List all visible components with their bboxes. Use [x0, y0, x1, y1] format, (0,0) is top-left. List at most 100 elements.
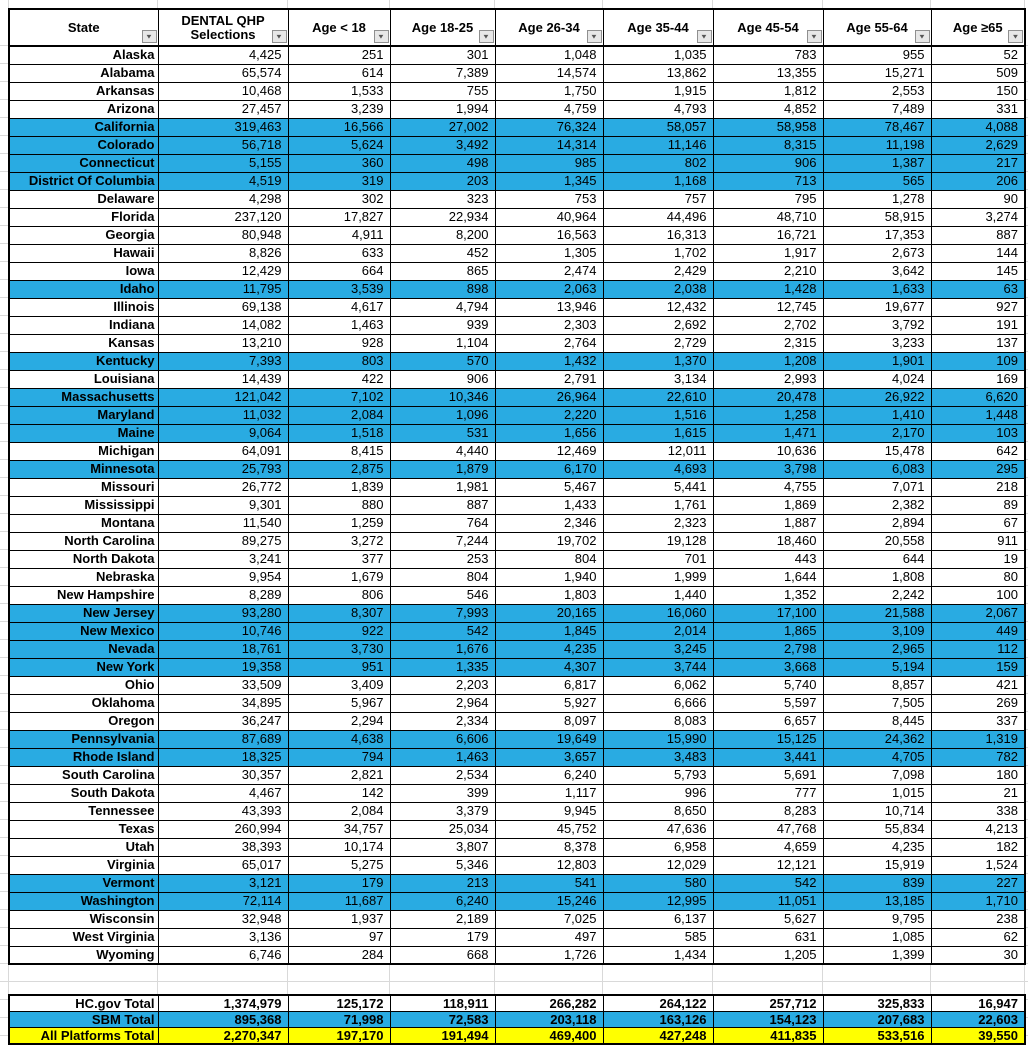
value-cell[interactable]: 1,208: [712, 351, 824, 371]
value-cell[interactable]: 2,821: [287, 765, 391, 785]
value-cell[interactable]: 13,862: [602, 63, 714, 83]
value-cell[interactable]: 880: [287, 495, 391, 515]
value-cell[interactable]: 7,244: [389, 531, 496, 551]
value-cell[interactable]: 1,999: [602, 567, 714, 587]
value-cell[interactable]: 16,313: [602, 225, 714, 245]
value-cell[interactable]: 251: [287, 45, 391, 65]
value-cell[interactable]: 1,533: [287, 81, 391, 101]
value-cell[interactable]: 19,677: [822, 297, 932, 317]
value-cell[interactable]: 9,945: [494, 801, 604, 821]
total-value-cell[interactable]: 22,603: [930, 1011, 1026, 1028]
value-cell[interactable]: 19,702: [494, 531, 604, 551]
value-cell[interactable]: 17,827: [287, 207, 391, 227]
value-cell[interactable]: 4,659: [712, 837, 824, 857]
state-cell[interactable]: South Carolina: [8, 765, 159, 785]
value-cell[interactable]: 33,509: [157, 675, 289, 695]
total-value-cell[interactable]: 257,712: [712, 994, 824, 1012]
value-cell[interactable]: 3,134: [602, 369, 714, 389]
value-cell[interactable]: 10,746: [157, 621, 289, 641]
value-cell[interactable]: 38,393: [157, 837, 289, 857]
value-cell[interactable]: 16,563: [494, 225, 604, 245]
state-cell[interactable]: Pennsylvania: [8, 729, 159, 749]
value-cell[interactable]: 13,946: [494, 297, 604, 317]
value-cell[interactable]: 3,792: [822, 315, 932, 335]
value-cell[interactable]: 9,954: [157, 567, 289, 587]
column-header-age-18-25[interactable]: Age 18-25 ▼: [389, 8, 496, 47]
value-cell[interactable]: 802: [602, 153, 714, 173]
state-cell[interactable]: Alaska: [8, 45, 159, 65]
value-cell[interactable]: 4,852: [712, 99, 824, 119]
value-cell[interactable]: 865: [389, 261, 496, 281]
value-cell[interactable]: 4,519: [157, 171, 289, 191]
value-cell[interactable]: 764: [389, 513, 496, 533]
value-cell[interactable]: 217: [930, 153, 1026, 173]
value-cell[interactable]: 179: [287, 873, 391, 893]
value-cell[interactable]: 757: [602, 189, 714, 209]
value-cell[interactable]: 10,636: [712, 441, 824, 461]
value-cell[interactable]: 6,657: [712, 711, 824, 731]
value-cell[interactable]: 16,566: [287, 117, 391, 137]
value-cell[interactable]: 80,948: [157, 225, 289, 245]
value-cell[interactable]: 1,434: [602, 945, 714, 965]
value-cell[interactable]: 795: [712, 189, 824, 209]
state-cell[interactable]: Alabama: [8, 63, 159, 83]
total-value-cell[interactable]: 71,998: [287, 1011, 391, 1028]
value-cell[interactable]: 65,574: [157, 63, 289, 83]
value-cell[interactable]: 5,155: [157, 153, 289, 173]
value-cell[interactable]: 3,136: [157, 927, 289, 947]
value-cell[interactable]: 8,378: [494, 837, 604, 857]
value-cell[interactable]: 531: [389, 423, 496, 443]
value-cell[interactable]: 269: [930, 693, 1026, 713]
value-cell[interactable]: 8,650: [602, 801, 714, 821]
value-cell[interactable]: 4,467: [157, 783, 289, 803]
total-value-cell[interactable]: 72,583: [389, 1011, 496, 1028]
state-cell[interactable]: New Hampshire: [8, 585, 159, 605]
value-cell[interactable]: 3,245: [602, 639, 714, 659]
filter-dropdown-button[interactable]: ▼: [1008, 30, 1023, 43]
value-cell[interactable]: 27,002: [389, 117, 496, 137]
value-cell[interactable]: 1,448: [930, 405, 1026, 425]
value-cell[interactable]: 928: [287, 333, 391, 353]
state-cell[interactable]: North Carolina: [8, 531, 159, 551]
value-cell[interactable]: 44,496: [602, 207, 714, 227]
value-cell[interactable]: 43,393: [157, 801, 289, 821]
value-cell[interactable]: 1,915: [602, 81, 714, 101]
value-cell[interactable]: 12,469: [494, 441, 604, 461]
filter-dropdown-button[interactable]: ▼: [141, 30, 157, 43]
value-cell[interactable]: 4,307: [494, 657, 604, 677]
value-cell[interactable]: 1,726: [494, 945, 604, 965]
value-cell[interactable]: 8,200: [389, 225, 496, 245]
value-cell[interactable]: 10,346: [389, 387, 496, 407]
value-cell[interactable]: 4,213: [930, 819, 1026, 839]
value-cell[interactable]: 1,615: [602, 423, 714, 443]
state-cell[interactable]: Louisiana: [8, 369, 159, 389]
value-cell[interactable]: 12,029: [602, 855, 714, 875]
filter-dropdown-button[interactable]: ▼: [696, 30, 712, 43]
value-cell[interactable]: 1,808: [822, 567, 932, 587]
column-header-age-65[interactable]: Age ≥65 ▼: [930, 8, 1026, 47]
total-value-cell[interactable]: 325,833: [822, 994, 932, 1012]
value-cell[interactable]: 284: [287, 945, 391, 965]
value-cell[interactable]: 26,964: [494, 387, 604, 407]
value-cell[interactable]: 4,705: [822, 747, 932, 767]
value-cell[interactable]: 20,478: [712, 387, 824, 407]
state-cell[interactable]: Arizona: [8, 99, 159, 119]
value-cell[interactable]: 63: [930, 279, 1026, 299]
value-cell[interactable]: 25,034: [389, 819, 496, 839]
value-cell[interactable]: 34,895: [157, 693, 289, 713]
value-cell[interactable]: 213: [389, 873, 496, 893]
total-value-cell[interactable]: 197,170: [287, 1027, 391, 1045]
value-cell[interactable]: 644: [822, 549, 932, 569]
value-cell[interactable]: 9,064: [157, 423, 289, 443]
value-cell[interactable]: 78,467: [822, 117, 932, 137]
total-label-cell[interactable]: SBM Total: [8, 1011, 159, 1028]
value-cell[interactable]: 182: [930, 837, 1026, 857]
value-cell[interactable]: 3,109: [822, 621, 932, 641]
value-cell[interactable]: 3,730: [287, 639, 391, 659]
value-cell[interactable]: 6,137: [602, 909, 714, 929]
total-value-cell[interactable]: 411,835: [712, 1027, 824, 1045]
value-cell[interactable]: 6,958: [602, 837, 714, 857]
value-cell[interactable]: 1,259: [287, 513, 391, 533]
value-cell[interactable]: 5,194: [822, 657, 932, 677]
value-cell[interactable]: 80: [930, 567, 1026, 587]
